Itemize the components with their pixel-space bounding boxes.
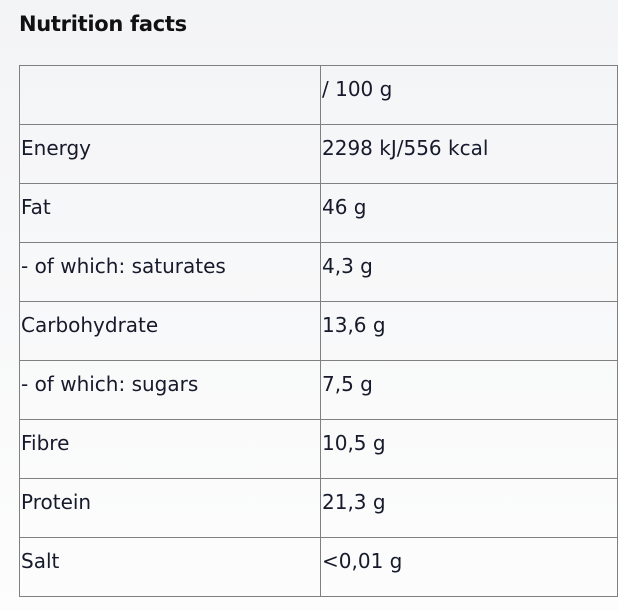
- table-row: - of which: saturates 4,3 g: [19, 242, 618, 302]
- table-row: Carbohydrate 13,6 g: [19, 301, 618, 361]
- nutrient-value: 7,5 g: [320, 360, 618, 420]
- nutrient-value: 21,3 g: [320, 478, 618, 538]
- table-header-row: / 100 g: [19, 65, 618, 125]
- table-row: Energy 2298 kJ/556 kcal: [19, 124, 618, 184]
- page-title: Nutrition facts: [19, 12, 187, 36]
- nutrient-value: 46 g: [320, 183, 618, 243]
- header-label-cell: [19, 65, 321, 125]
- nutrient-value: <0,01 g: [320, 537, 618, 597]
- nutrition-table: / 100 g Energy 2298 kJ/556 kcal Fat 46 g -…: [19, 65, 618, 597]
- nutrient-label: - of which: saturates: [19, 242, 321, 302]
- nutrient-label: Fat: [19, 183, 321, 243]
- header-value-cell: / 100 g: [320, 65, 618, 125]
- nutrient-value: 4,3 g: [320, 242, 618, 302]
- nutrient-value: 2298 kJ/556 kcal: [320, 124, 618, 184]
- header-label: [21, 66, 320, 79]
- table-row: Protein 21,3 g: [19, 478, 618, 538]
- table-row: Fibre 10,5 g: [19, 419, 618, 479]
- nutrient-label: Fibre: [19, 419, 321, 479]
- nutrient-label: Protein: [19, 478, 321, 538]
- table-row: Fat 46 g: [19, 183, 618, 243]
- nutrient-label: Carbohydrate: [19, 301, 321, 361]
- nutrient-value: 13,6 g: [320, 301, 618, 361]
- table-row: - of which: sugars 7,5 g: [19, 360, 618, 420]
- nutrient-value: 10,5 g: [320, 419, 618, 479]
- nutrient-label: Energy: [19, 124, 321, 184]
- header-value: / 100 g: [322, 77, 393, 101]
- nutrient-label: - of which: sugars: [19, 360, 321, 420]
- nutrient-label: Salt: [19, 537, 321, 597]
- table-row: Salt <0,01 g: [19, 537, 618, 597]
